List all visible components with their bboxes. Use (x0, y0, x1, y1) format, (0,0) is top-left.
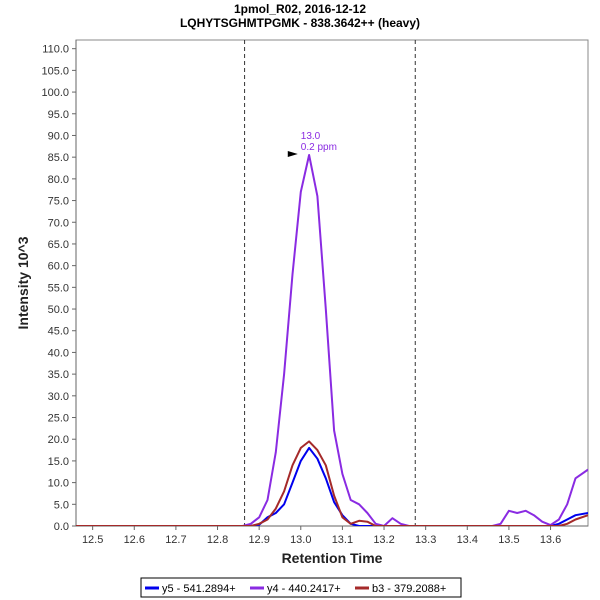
x-tick-label: 13.6 (540, 534, 561, 546)
series-line (76, 440, 588, 526)
y-tick-label: 25.0 (48, 413, 69, 425)
series-line (76, 154, 588, 526)
x-tick-label: 13.0 (290, 534, 311, 546)
chart-title: 1pmol_R02, 2016-12-12 (234, 2, 366, 16)
y-tick-label: 55.0 (48, 282, 69, 294)
x-tick-label: 13.2 (373, 534, 394, 546)
y-axis: 0.0 5.0 10.0 15.0 20.0 25.0 30.0 35.0 40.0 45.0 50… (41, 40, 77, 533)
x-tick-label: 13.5 (498, 534, 519, 546)
y-tick-label: 50.0 (48, 304, 69, 316)
x-tick-label: 13.3 (415, 534, 436, 546)
y-tick-label: 110.0 (42, 44, 69, 56)
y-tick-label: 70.0 (48, 217, 69, 229)
peak-annotation: 13.00.2 ppm (287, 131, 337, 157)
peak-label-time: 13.0 (301, 131, 321, 142)
y-tick-label: 20.0 (48, 434, 69, 446)
y-tick-label: 60.0 (48, 261, 69, 273)
peak-marker-icon (287, 150, 298, 157)
legend-label: b3 - 379.2088+ (372, 583, 446, 595)
x-axis-label: Retention Time (282, 550, 383, 566)
y-tick-label: 30.0 (48, 391, 69, 403)
legend: y5 - 541.2894+ y4 - 440.2417+ b3 - 379.208… (140, 577, 462, 598)
x-tick-label: 13.4 (457, 534, 478, 546)
y-tick-label: 80.0 (48, 174, 69, 186)
y-tick-label: 75.0 (48, 196, 69, 208)
legend-label: y5 - 541.2894+ (162, 583, 236, 595)
y-tick-label: 85.0 (48, 152, 69, 164)
x-tick-label: 12.9 (248, 534, 269, 546)
y-tick-label: 40.0 (48, 347, 69, 359)
series-layer (76, 154, 588, 526)
legend-box (140, 577, 462, 598)
y-tick-label: 5.0 (54, 499, 69, 511)
x-axis: 12.5 12.6 12.7 12.8 12.9 13.0 13.1 13.2 13.3 13.4… (76, 525, 588, 546)
x-tick-label: 12.5 (82, 534, 103, 546)
y-tick-label: 10.0 (48, 478, 69, 490)
y-tick-label: 90.0 (48, 130, 69, 142)
y-tick-label: 95.0 (48, 109, 69, 121)
y-tick-label: 15.0 (48, 456, 69, 468)
x-tick-label: 12.8 (207, 534, 228, 546)
plot-area (75, 39, 589, 527)
chart-subtitle: LQHYTSGHMTPGMK - 838.3642++ (heavy) (180, 16, 420, 30)
peak-label-ppm: 0.2 ppm (301, 142, 337, 153)
y-tick-label: 0.0 (54, 521, 69, 533)
y-axis-label: Intensity 10^3 (15, 236, 31, 329)
y-tick-label: 45.0 (48, 326, 69, 338)
x-tick-label: 13.1 (332, 534, 353, 546)
y-tick-label: 105.0 (41, 65, 69, 77)
series-line (76, 446, 588, 526)
y-tick-label: 65.0 (48, 239, 69, 251)
y-tick-label: 35.0 (48, 369, 69, 381)
legend-label: y4 - 440.2417+ (267, 583, 341, 595)
x-tick-label: 12.7 (165, 534, 186, 546)
x-tick-label: 12.6 (124, 534, 145, 546)
y-tick-label: 100.0 (41, 87, 69, 99)
